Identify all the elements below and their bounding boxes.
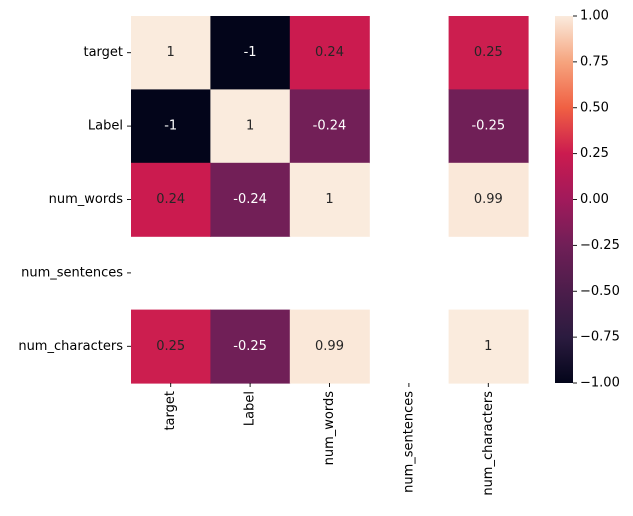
- row-tick-label: num_sentences: [21, 265, 123, 280]
- colorbar-tick-label: 1.00: [580, 9, 609, 24]
- heatmap-cell-2-2: [289, 162, 370, 237]
- column-tick-labels: target Label num_words num_sentences num_cha…: [163, 383, 496, 496]
- cell-annotation-2-4: 0.99: [474, 192, 503, 207]
- heatmap-cell-1-0: [131, 89, 211, 164]
- colorbar-tick-label: 0.25: [580, 146, 609, 161]
- cell-annotation-0-0: 1: [167, 45, 175, 60]
- cell-annotation-1-2: -0.24: [313, 119, 347, 134]
- cell-annotation-1-4: -0.25: [471, 119, 505, 134]
- colorbar-tick-label: 0.00: [580, 192, 609, 207]
- heatmap-cell-2-1: [210, 162, 291, 237]
- cell-annotation-4-0: 0.25: [156, 339, 185, 354]
- heatmap-cell-4-4: [448, 309, 529, 384]
- heatmap-cell-1-4: [448, 89, 529, 164]
- heatmap-cell-0-0: [131, 16, 211, 90]
- colorbar-ticks: 1.00 0.75 0.50 0.25 0.00 −0.25 −0.50 −0.75 −1.00: [573, 9, 620, 391]
- cell-annotation-1-1: 1: [246, 119, 254, 134]
- heatmap-cell-4-2: [289, 309, 370, 384]
- colorbar-tick-label: −0.50: [580, 284, 620, 299]
- cell-annotation-4-4: 1: [484, 339, 492, 354]
- heatmap-cell-1-1: [210, 89, 291, 164]
- row-tick-label: target: [83, 45, 123, 60]
- cell-annotation-0-4: 0.25: [474, 45, 503, 60]
- col-tick-label: num_words: [322, 391, 337, 466]
- heatmap-cells: [131, 16, 529, 384]
- heatmap-cell-0-1: [210, 16, 291, 90]
- row-tick-label: Label: [88, 119, 123, 134]
- col-tick-label: num_characters: [481, 391, 496, 496]
- colorbar-tick-label: −1.00: [580, 376, 620, 391]
- heatmap-cell-0-2: [289, 16, 370, 90]
- row-tick-label: num_characters: [18, 339, 123, 354]
- row-tick-labels: target Label num_words num_sentences num_cha…: [18, 45, 131, 354]
- heatmap-annotations: 1 -1 0.24 0.25 -1 1 -0.24 -0.25 0.24 -0.24 1 0.99 0.…: [156, 45, 505, 354]
- col-tick-label: num_sentences: [401, 391, 416, 493]
- heatmap-cell-4-1: [210, 309, 291, 384]
- cell-annotation-2-1: -0.24: [233, 192, 267, 207]
- heatmap-cell-2-0: [131, 162, 211, 237]
- cell-annotation-1-0: -1: [164, 119, 177, 134]
- colorbar-tick-label: −0.75: [580, 330, 620, 345]
- colorbar-tick-label: −0.25: [580, 238, 620, 253]
- colorbar-tick-label: 0.50: [580, 100, 609, 115]
- col-tick-label: Label: [243, 391, 258, 426]
- cell-annotation-0-1: -1: [244, 45, 257, 60]
- cell-annotation-4-2: 0.99: [315, 339, 344, 354]
- colorbar-tick-label: 0.75: [580, 54, 609, 69]
- heatmap-cell-0-4: [448, 16, 529, 90]
- heatmap-cell-4-0: [131, 309, 211, 384]
- cell-annotation-4-1: -0.25: [233, 339, 267, 354]
- heatmap-cell-2-4: [448, 162, 529, 237]
- colorbar: [555, 16, 573, 383]
- heatmap-cell-1-2: [289, 89, 370, 164]
- cell-annotation-2-2: 1: [325, 192, 333, 207]
- col-tick-label: target: [163, 391, 178, 431]
- row-tick-label: num_words: [49, 192, 124, 207]
- cell-annotation-2-0: 0.24: [156, 192, 185, 207]
- cell-annotation-0-2: 0.24: [315, 45, 344, 60]
